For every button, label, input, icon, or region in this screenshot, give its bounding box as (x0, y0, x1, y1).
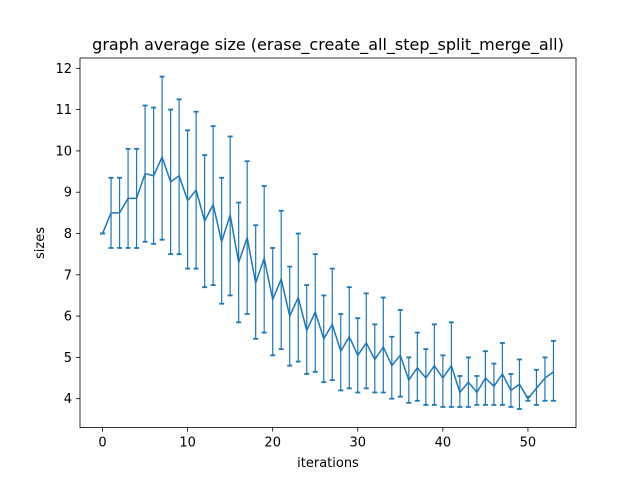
y-tick-label: 5 (64, 351, 72, 366)
chart-title: graph average size (erase_create_all_ste… (92, 35, 564, 55)
x-tick-label: 0 (98, 436, 106, 451)
x-axis-label: iterations (297, 456, 359, 471)
plot-background (80, 58, 576, 428)
y-tick-label: 11 (55, 103, 72, 118)
error-bar (440, 354, 446, 408)
x-tick-label: 10 (179, 436, 196, 451)
error-bar (380, 296, 386, 394)
x-tick-label: 50 (520, 436, 537, 451)
error-bar (389, 335, 395, 400)
plot-frame (79, 57, 577, 429)
error-bar (397, 309, 403, 398)
x-tick-label: 30 (350, 436, 367, 451)
x-axis-ticks: 0 10 20 30 40 50 (98, 427, 537, 451)
y-tick-label: 6 (64, 310, 72, 325)
error-bar (550, 339, 556, 402)
error-bar (474, 375, 480, 406)
error-bar (363, 292, 369, 390)
series-line (101, 155, 554, 400)
y-tick-label: 8 (64, 227, 72, 242)
y-tick-label: 12 (55, 62, 72, 77)
error-bar (270, 247, 276, 357)
y-tick-label: 4 (64, 392, 72, 407)
y-tick-label: 7 (64, 268, 72, 283)
y-tick-label: 10 (55, 144, 72, 159)
x-tick-label: 20 (264, 436, 281, 451)
y-tick-label: 9 (64, 186, 72, 201)
x-tick-label: 40 (435, 436, 452, 451)
error-bar (491, 362, 497, 406)
y-axis-ticks: 4 5 6 7 8 9 10 11 12 (55, 62, 80, 407)
y-axis-label: sizes (33, 227, 48, 259)
